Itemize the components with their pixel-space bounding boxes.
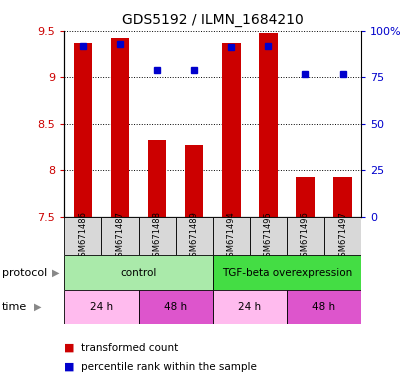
Text: 24 h: 24 h <box>238 302 261 312</box>
Text: control: control <box>120 268 157 278</box>
Bar <box>139 217 176 255</box>
Title: GDS5192 / ILMN_1684210: GDS5192 / ILMN_1684210 <box>122 13 303 27</box>
Bar <box>64 255 213 290</box>
Bar <box>64 290 139 324</box>
Text: GSM671486: GSM671486 <box>78 211 88 262</box>
Text: 24 h: 24 h <box>90 302 113 312</box>
Bar <box>64 217 101 255</box>
Text: transformed count: transformed count <box>81 343 178 353</box>
Bar <box>213 255 361 290</box>
Bar <box>185 145 203 217</box>
Bar <box>101 217 139 255</box>
Bar <box>222 43 241 217</box>
Text: GSM671497: GSM671497 <box>338 211 347 262</box>
Text: ■: ■ <box>64 343 75 353</box>
Bar <box>213 290 287 324</box>
Bar <box>148 140 166 217</box>
Bar <box>333 177 352 217</box>
Bar <box>73 43 92 217</box>
Bar <box>259 33 278 217</box>
Bar <box>176 217 213 255</box>
Text: GSM671489: GSM671489 <box>190 211 199 262</box>
Bar <box>250 217 287 255</box>
Text: percentile rank within the sample: percentile rank within the sample <box>81 362 257 372</box>
Text: time: time <box>2 302 27 312</box>
Bar <box>213 217 250 255</box>
Text: GSM671488: GSM671488 <box>153 211 161 262</box>
Text: 48 h: 48 h <box>164 302 187 312</box>
Text: ■: ■ <box>64 362 75 372</box>
Bar <box>287 290 361 324</box>
Text: GSM671494: GSM671494 <box>227 211 236 262</box>
Bar <box>324 217 361 255</box>
Text: 48 h: 48 h <box>312 302 335 312</box>
Text: GSM671496: GSM671496 <box>301 211 310 262</box>
Text: GSM671495: GSM671495 <box>264 211 273 262</box>
Text: protocol: protocol <box>2 268 47 278</box>
Bar <box>139 290 213 324</box>
Bar <box>296 177 315 217</box>
Bar <box>111 38 129 217</box>
Text: ▶: ▶ <box>52 268 59 278</box>
Bar <box>287 217 324 255</box>
Text: TGF-beta overexpression: TGF-beta overexpression <box>222 268 352 278</box>
Text: GSM671487: GSM671487 <box>115 211 124 262</box>
Text: ▶: ▶ <box>34 302 42 312</box>
